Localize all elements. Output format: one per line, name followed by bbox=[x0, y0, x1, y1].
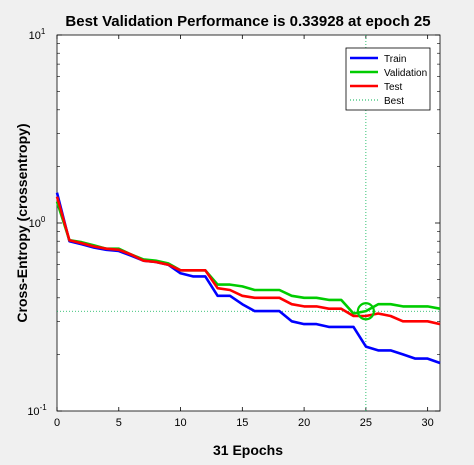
series-layer bbox=[55, 192, 441, 365]
legend-label-validation: Validation bbox=[384, 68, 427, 79]
x-tick-label: 20 bbox=[298, 417, 310, 429]
x-tick-label: 0 bbox=[54, 417, 60, 429]
y-tick-label-exponent: -1 bbox=[40, 403, 48, 412]
y-tick-label: 101 bbox=[29, 27, 46, 42]
legend: Train Validation Test Best bbox=[345, 47, 431, 111]
legend-label-train: Train bbox=[384, 54, 406, 65]
y-tick-label-exponent: 1 bbox=[41, 27, 46, 36]
legend-label-best: Best bbox=[384, 96, 404, 107]
x-tick-label: 30 bbox=[422, 417, 434, 429]
x-tick-label: 5 bbox=[116, 417, 122, 429]
y-tick-label-base: 10 bbox=[29, 218, 41, 230]
series-line-test bbox=[55, 196, 441, 326]
y-tick-label-base: 10 bbox=[27, 406, 39, 418]
best-guides-layer bbox=[57, 35, 440, 411]
y-axis-label: Cross-Entropy (crossentropy) bbox=[14, 123, 30, 322]
y-tick-label-base: 10 bbox=[29, 30, 41, 42]
x-tick-label: 25 bbox=[360, 417, 372, 429]
y-tick-label-exponent: 0 bbox=[41, 215, 46, 224]
x-tick-label: 15 bbox=[236, 417, 248, 429]
legend-label-test: Test bbox=[384, 82, 403, 93]
y-tick-label: 100 bbox=[29, 215, 46, 230]
chart-title: Best Validation Performance is 0.33928 a… bbox=[65, 13, 430, 30]
y-tick-label: 10-1 bbox=[27, 403, 47, 418]
best-marker bbox=[356, 302, 375, 321]
x-axis-label: 31 Epochs bbox=[213, 442, 283, 458]
x-tick-label: 10 bbox=[174, 417, 186, 429]
